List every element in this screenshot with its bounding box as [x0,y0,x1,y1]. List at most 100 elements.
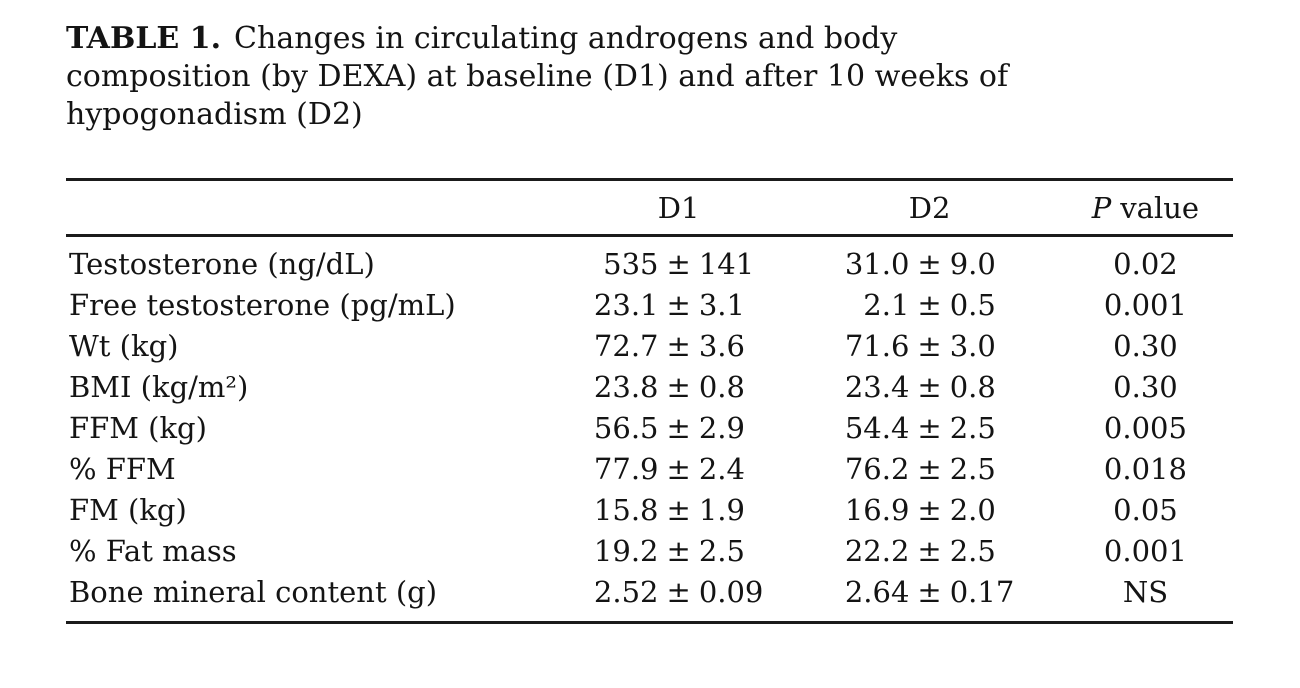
p-value: 0.018 [1103,451,1187,486]
d2-value: 23.4 ±0.8 [801,370,1058,404]
table-caption: TABLE 1. Changes in circulating androgens… [66,20,1008,134]
d2-mean: 23.4 [844,369,910,404]
d2-value: 16.9 ±2.0 [801,493,1058,527]
d1-mean: 2.52 [593,574,659,609]
d1-sd: 3.6 [698,328,745,363]
d1-sd: 3.1 [698,287,745,322]
table-row: Wt (kg) 72.7 ±3.6 71.6 ±3.0 0.30 [66,325,1233,366]
table-row: BMI (kg/m²) 23.8 ±0.8 23.4 ±0.8 0.30 [66,366,1233,407]
p-value: 0.001 [1103,287,1187,322]
plus-minus-sign: ± [666,410,691,445]
p-value: 0.30 [1113,328,1178,363]
p-value: 0.005 [1103,410,1187,445]
plus-minus-sign: ± [917,369,942,404]
row-label: FFM (kg) [69,410,207,445]
d1-value: 2.52 ±0.09 [556,575,801,609]
table-row: Free testosterone (pg/mL) 23.1 ±3.1 2.1 ±0… [66,284,1233,325]
d1-mean: 56.5 [593,410,659,445]
d2-mean: 76.2 [844,451,910,486]
header-d1: D1 [657,190,700,225]
plus-minus-sign: ± [666,533,691,568]
d2-sd: 0.8 [949,369,996,404]
row-label: Free testosterone (pg/mL) [69,287,456,322]
d1-value: 19.2 ±2.5 [556,534,801,568]
p-value: 0.02 [1113,246,1178,281]
d2-sd: 0.17 [949,574,1015,609]
plus-minus-sign: ± [917,246,942,281]
d1-mean: 23.1 [593,287,659,322]
plus-minus-sign: ± [917,492,942,527]
d1-value: 15.8 ±1.9 [556,493,801,527]
d1-sd: 1.9 [698,492,745,527]
plus-minus-sign: ± [666,574,691,609]
plus-minus-sign: ± [666,451,691,486]
table-body: Testosterone (ng/dL) 535 ±141 31.0 ±9.0 0.… [66,237,1233,621]
d1-sd: 0.09 [698,574,764,609]
row-label: % FFM [69,451,176,486]
p-value: NS [1122,574,1169,609]
d1-sd: 2.4 [698,451,745,486]
table-header-row: D1 D2 P value [66,181,1233,234]
d2-sd: 2.5 [949,533,996,568]
table-row: % Fat mass 19.2 ±2.5 22.2 ±2.5 0.001 [66,530,1233,571]
d2-mean: 16.9 [844,492,910,527]
data-table: D1 D2 P value Testosterone (ng/dL) 535 ±1… [66,178,1233,624]
table-row: Testosterone (ng/dL) 535 ±141 31.0 ±9.0 0.… [66,243,1233,284]
table-row: Bone mineral content (g) 2.52 ±0.09 2.64 ±… [66,571,1233,612]
d2-value: 22.2 ±2.5 [801,534,1058,568]
plus-minus-sign: ± [666,369,691,404]
table-row: FM (kg) 15.8 ±1.9 16.9 ±2.0 0.05 [66,489,1233,530]
d2-mean: 22.2 [844,533,910,568]
row-label: Bone mineral content (g) [69,574,438,609]
plus-minus-sign: ± [666,287,691,322]
plus-minus-sign: ± [917,287,942,322]
d2-value: 54.4 ±2.5 [801,411,1058,445]
table-row: FFM (kg) 56.5 ±2.9 54.4 ±2.5 0.005 [66,407,1233,448]
plus-minus-sign: ± [666,328,691,363]
d2-value: 2.1 ±0.5 [801,288,1058,322]
caption-table-number: TABLE 1. [66,21,222,56]
d1-value: 535 ±141 [556,247,801,281]
d2-value: 71.6 ±3.0 [801,329,1058,363]
d2-sd: 9.0 [949,246,996,281]
d1-sd: 0.8 [698,369,745,404]
d1-value: 77.9 ±2.4 [556,452,801,486]
table-mid-rule [66,234,1233,237]
d2-sd: 2.0 [949,492,996,527]
table-row: % FFM 77.9 ±2.4 76.2 ±2.5 0.018 [66,448,1233,489]
d1-value: 23.8 ±0.8 [556,370,801,404]
d2-mean: 71.6 [844,328,910,363]
d1-mean: 19.2 [593,533,659,568]
table-top-rule [66,178,1233,181]
plus-minus-sign: ± [666,492,691,527]
d1-sd: 2.9 [698,410,745,445]
d2-sd: 2.5 [949,410,996,445]
row-label: FM (kg) [69,492,187,527]
header-p-italic: P [1091,190,1112,225]
p-value: 0.30 [1113,369,1178,404]
d1-value: 56.5 ±2.9 [556,411,801,445]
d2-sd: 3.0 [949,328,996,363]
d1-mean: 72.7 [593,328,659,363]
d1-sd: 2.5 [698,533,745,568]
plus-minus-sign: ± [917,410,942,445]
row-label: Wt (kg) [69,328,179,363]
d2-sd: 0.5 [949,287,996,322]
d1-value: 72.7 ±3.6 [556,329,801,363]
d2-mean: 2.64 [844,574,910,609]
plus-minus-sign: ± [917,328,942,363]
d1-mean: 23.8 [593,369,659,404]
d1-sd: 141 [698,246,755,281]
plus-minus-sign: ± [917,533,942,568]
d2-mean: 2.1 [863,287,910,322]
row-label: BMI (kg/m²) [69,369,249,404]
header-d2: D2 [908,190,951,225]
d2-value: 76.2 ±2.5 [801,452,1058,486]
d1-mean: 77.9 [593,451,659,486]
d2-sd: 2.5 [949,451,996,486]
d1-mean: 15.8 [593,492,659,527]
d2-value: 2.64 ±0.17 [801,575,1058,609]
p-value: 0.05 [1113,492,1178,527]
header-p-value: P value [1058,191,1233,225]
